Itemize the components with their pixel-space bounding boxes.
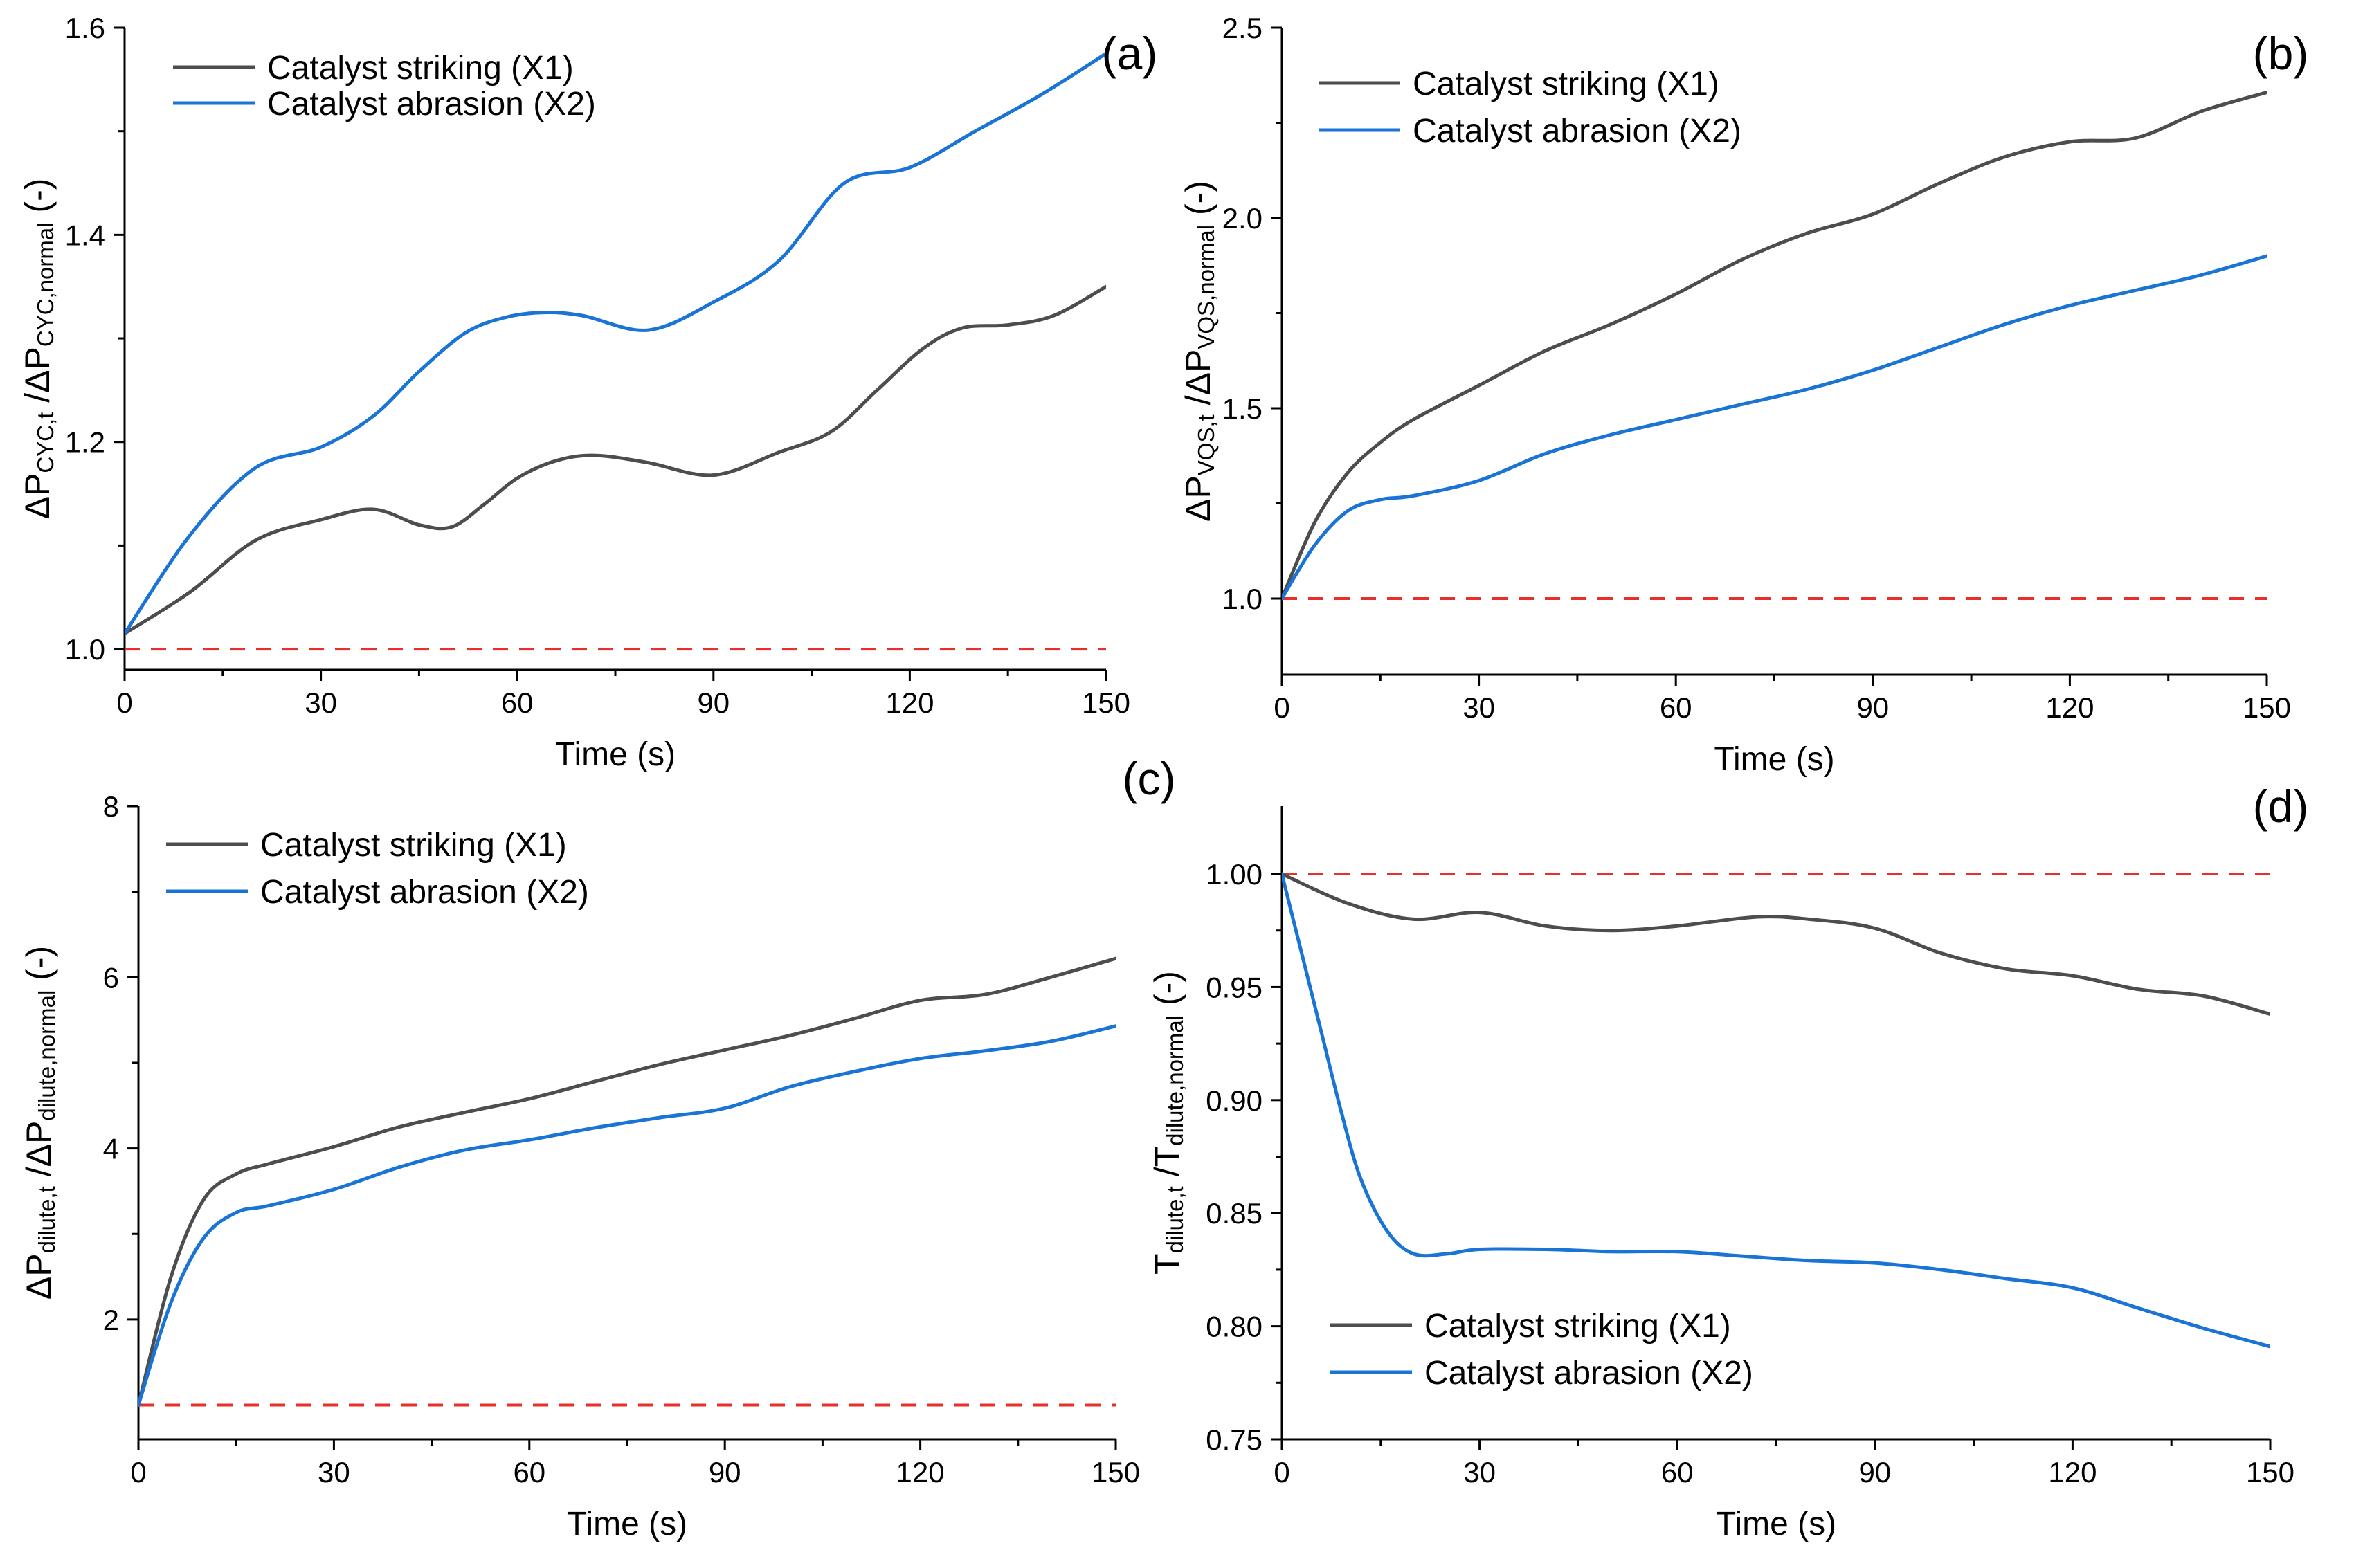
y-tick-label: 0.75 xyxy=(1206,1423,1262,1456)
y-title-tail: (-) xyxy=(1148,971,1186,1015)
y-title-sub1: dilute,t xyxy=(34,1186,60,1253)
x-tick-label: 90 xyxy=(1858,1456,1891,1488)
y-tick-label: 0.80 xyxy=(1206,1311,1262,1343)
y-title-sub2: VQS,normal xyxy=(1193,225,1219,349)
y-title-sub1: VQS,t xyxy=(1193,414,1219,475)
legend: Catalyst striking (X1) Catalyst abrasion … xyxy=(166,827,589,911)
legend: Catalyst striking (X1) Catalyst abrasion … xyxy=(1319,66,1741,149)
y-tick-label: 1.5 xyxy=(1222,392,1262,425)
legend: Catalyst striking (X1)Catalyst abrasion … xyxy=(173,50,596,122)
x-tick-label: 0 xyxy=(116,686,132,719)
x-tick-label: 30 xyxy=(305,686,337,719)
series-line-striking xyxy=(138,956,1116,1407)
panel-c: 0 30 60 90 120 150 2 4 6 8 Time (s) ΔPdilute,t /ΔPd… xyxy=(19,753,1175,1542)
series-line-striking xyxy=(1282,872,2270,1017)
x-tick-label: 30 xyxy=(1463,1456,1496,1488)
panel-a: 0 30 60 90 120 150 1.0 1.2 1.4 1.6 Time (s) ΔPCYC,t… xyxy=(18,12,1157,773)
x-tick-label: 60 xyxy=(1661,1456,1694,1488)
y-tick-label: 1.6 xyxy=(65,12,105,44)
y-tick-label: 0.85 xyxy=(1206,1197,1262,1230)
x-tick-label: 150 xyxy=(2246,1456,2294,1488)
y-axis-title: ΔPdilute,t /ΔPdilute,normal (-) xyxy=(19,946,60,1300)
x-axis-title: Time (s) xyxy=(555,736,676,773)
y-title-main: ΔP xyxy=(1179,475,1217,522)
y-title-mid: /ΔP xyxy=(19,1121,58,1187)
y-tick-label: 4 xyxy=(103,1133,119,1165)
y-axis-title: ΔPVQS,t /ΔPVQS,normal (-) xyxy=(1179,181,1219,522)
y-tick-label: 1.0 xyxy=(65,633,105,666)
y-title-main: ΔP xyxy=(19,1253,58,1300)
x-axis-title: Time (s) xyxy=(567,1506,687,1542)
y-title-main: ΔP xyxy=(18,473,57,520)
y-tick-label: 2.5 xyxy=(1222,12,1262,44)
x-axis-title: Time (s) xyxy=(1714,741,1834,778)
x-tick-label: 0 xyxy=(1274,1456,1289,1488)
x-tick-label: 90 xyxy=(697,686,730,719)
y-title-tail: (-) xyxy=(19,946,58,990)
x-tick-label: 120 xyxy=(885,686,934,719)
y-title-sub1: CYC,t xyxy=(33,412,58,473)
panel-label: (a) xyxy=(1102,28,1158,79)
panel-b: 0 30 60 90 120 150 1.0 1.5 2.0 2.5 Time (s) ΔPVQS,t… xyxy=(1179,12,2308,778)
panel-label: (c) xyxy=(1123,753,1176,804)
y-title-mid: /T xyxy=(1148,1146,1186,1186)
x-tick-label: 0 xyxy=(130,1456,146,1488)
x-tick-label: 120 xyxy=(896,1456,945,1488)
x-tick-label: 60 xyxy=(513,1456,545,1488)
x-axis-title: Time (s) xyxy=(1716,1506,1836,1542)
x-tick-label: 120 xyxy=(2048,1456,2097,1488)
series-line-abrasion xyxy=(1282,872,2270,1349)
x-tick-label: 150 xyxy=(1082,686,1130,719)
x-tick-label: 150 xyxy=(1092,1456,1140,1488)
y-title-sub2: dilute,normal xyxy=(34,990,60,1121)
x-tick-label: 0 xyxy=(1274,691,1289,724)
y-tick-label: 2.0 xyxy=(1222,202,1262,235)
legend-label: Catalyst abrasion (X2) xyxy=(1424,1355,1753,1392)
x-tick-label: 60 xyxy=(1660,691,1692,724)
series-line-abrasion xyxy=(1282,254,2267,601)
y-title-tail: (-) xyxy=(1179,181,1217,225)
y-title-sub2: CYC,normal xyxy=(33,222,58,347)
y-axis-title: Tdilute,t /Tdilute,normal (-) xyxy=(1148,971,1188,1275)
y-title-sub1: dilute,t xyxy=(1162,1186,1188,1253)
series-line-abrasion xyxy=(125,51,1106,636)
y-title-tail: (-) xyxy=(18,179,57,223)
legend-label: Catalyst striking (X1) xyxy=(260,827,567,864)
series-line-abrasion xyxy=(138,1024,1116,1407)
legend-label: Catalyst striking (X1) xyxy=(267,50,574,86)
panel-label: (d) xyxy=(2253,781,2309,832)
y-title-sub2: dilute,normal xyxy=(1162,1015,1188,1146)
y-tick-label: 1.4 xyxy=(65,219,105,251)
x-tick-label: 30 xyxy=(1463,691,1495,724)
x-tick-label: 150 xyxy=(2243,691,2291,724)
y-tick-label: 8 xyxy=(103,790,119,823)
y-tick-label: 0.95 xyxy=(1206,971,1262,1003)
x-tick-label: 30 xyxy=(318,1456,350,1488)
y-tick-label: 6 xyxy=(103,961,119,994)
series-line-striking xyxy=(1282,91,2267,601)
y-title-mid: /ΔP xyxy=(18,347,57,412)
y-title-main: T xyxy=(1148,1253,1186,1275)
legend-label: Catalyst striking (X1) xyxy=(1424,1308,1731,1344)
x-tick-label: 90 xyxy=(1856,691,1889,724)
panel-label: (b) xyxy=(2253,28,2309,79)
y-tick-label: 1.0 xyxy=(1222,583,1262,615)
legend-label: Catalyst abrasion (X2) xyxy=(260,874,589,911)
x-tick-label: 60 xyxy=(501,686,534,719)
legend-label: Catalyst abrasion (X2) xyxy=(1413,113,1741,149)
y-tick-label: 2 xyxy=(103,1304,119,1336)
y-tick-label: 1.2 xyxy=(65,426,105,459)
x-tick-label: 90 xyxy=(709,1456,741,1488)
y-tick-label: 0.90 xyxy=(1206,1084,1262,1117)
panel-d: 0 30 60 90 120 150 0.75 0.80 0.85 0.90 0.95 1.00 Tim… xyxy=(1148,781,2308,1542)
legend: Catalyst striking (X1) Catalyst abrasion … xyxy=(1330,1308,1753,1392)
y-axis-title: ΔPCYC,t /ΔPCYC,normal (-) xyxy=(18,179,58,520)
legend-label: Catalyst striking (X1) xyxy=(1413,66,1719,102)
x-tick-label: 120 xyxy=(2045,691,2094,724)
legend-label: Catalyst abrasion (X2) xyxy=(267,86,596,122)
y-tick-label: 1.00 xyxy=(1206,858,1262,891)
y-title-mid: /ΔP xyxy=(1179,349,1217,415)
series-line-striking xyxy=(125,284,1106,636)
